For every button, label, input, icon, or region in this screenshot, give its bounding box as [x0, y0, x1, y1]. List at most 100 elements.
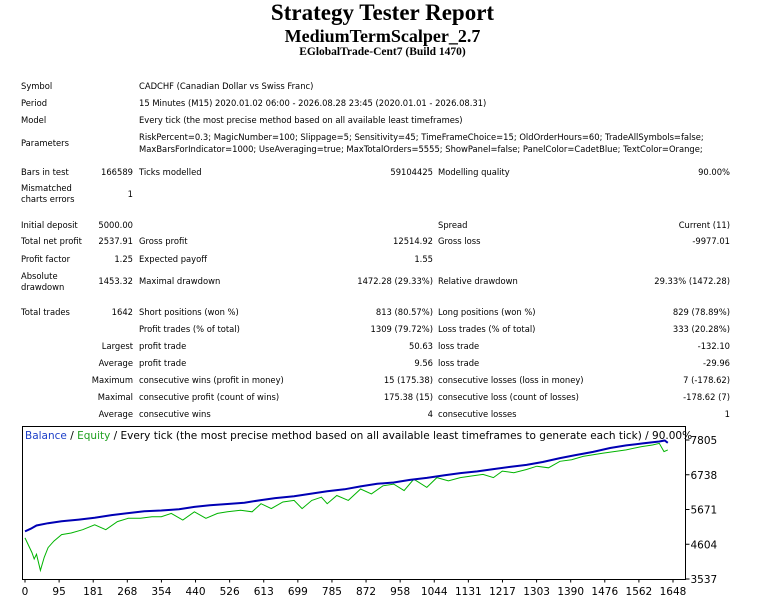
- y-tick-label: 3537: [691, 574, 718, 586]
- absolute-drawdown-value: 1453.32: [98, 276, 133, 286]
- period-label: Period: [21, 98, 48, 108]
- largest-profit-label: profit trade: [139, 341, 187, 351]
- x-tick-label: 440: [186, 586, 206, 598]
- mismatch-value: 1: [127, 189, 133, 199]
- max-consecutive-losses-value: 7 (-178.62): [683, 375, 730, 385]
- short-positions-label: Short positions (won %): [139, 307, 239, 317]
- x-tick-label: 1562: [626, 586, 653, 598]
- mismatch-label-line-2: charts errors: [21, 194, 75, 204]
- x-tick-label: 1476: [591, 586, 618, 598]
- max-consecutive-wins-label: consecutive wins (profit in money): [139, 375, 284, 385]
- symbol-label: Symbol: [21, 81, 53, 91]
- average-consecutive-losses-value: 1: [724, 409, 730, 419]
- absolute-drawdown-label-line-1: Absolute: [21, 271, 58, 281]
- long-positions-label: Long positions (won %): [438, 307, 536, 317]
- largest-loss-value: -132.10: [697, 341, 730, 351]
- balance-equity-chart: Balance / Equity / Every tick (the most …: [22, 426, 718, 598]
- quality-label: Modelling quality: [438, 167, 510, 177]
- average-profit-label: profit trade: [139, 358, 187, 368]
- x-tick-label: 1390: [557, 586, 584, 598]
- short-positions-value: 813 (80.57%): [375, 307, 433, 317]
- parameters-line-2: MaxBarsForIndicator=1000; UseAveraging=t…: [139, 144, 703, 154]
- average-consecutive-wins-value: 4: [427, 409, 433, 419]
- expert-name: MediumTermScalper_2.7: [284, 26, 481, 46]
- average-label: Average: [98, 358, 133, 368]
- spread-value: Current (11): [678, 220, 730, 230]
- model-label: Model: [21, 115, 47, 125]
- y-axis-ticks: 7805 6738 5671 4604 3537: [685, 435, 718, 586]
- y-tick-label: 4604: [691, 539, 718, 551]
- model-value: Every tick (the most precise method base…: [139, 115, 463, 125]
- x-tick-label: 95: [52, 586, 65, 598]
- mismatch-label-line-1: Mismatched: [21, 183, 72, 193]
- legend-equity: Equity: [77, 430, 110, 442]
- maximal-consecutive-loss-value: -178.62 (7): [683, 392, 730, 402]
- parameters-line-1: RiskPercent=0.3; MagicNumber=100; Slippa…: [139, 132, 704, 142]
- x-tick-label: 181: [83, 586, 103, 598]
- expected-payoff-label: Expected payoff: [139, 254, 208, 264]
- gross-loss-label: Gross loss: [438, 236, 481, 246]
- max-consecutive-wins-value: 15 (175.38): [383, 375, 433, 385]
- x-tick-label: 613: [254, 586, 274, 598]
- profit-trades-value: 1309 (79.72%): [370, 324, 433, 334]
- gross-loss-value: -9977.01: [692, 236, 730, 246]
- maximal-drawdown-value: 1472.28 (29.33%): [357, 276, 433, 286]
- equity-line: [24, 442, 669, 573]
- server-name: EGlobalTrade-Cent7 (Build 1470): [299, 46, 466, 58]
- x-tick-label: 958: [390, 586, 410, 598]
- maximum-label: Maximum: [91, 375, 133, 385]
- total-trades-value: 1642: [111, 307, 133, 317]
- initial-deposit-value: 5000.00: [98, 220, 133, 230]
- gross-profit-value: 12514.92: [393, 236, 433, 246]
- profit-factor-label: Profit factor: [21, 254, 71, 264]
- x-tick-label: 785: [322, 586, 342, 598]
- absolute-drawdown-label-line-2: drawdown: [21, 282, 65, 292]
- maximal-consecutive-loss-label: consecutive loss (count of losses): [438, 392, 579, 402]
- ticks-label: Ticks modelled: [139, 167, 202, 177]
- average-consecutive-losses-label: consecutive losses: [438, 409, 517, 419]
- chart-plot-area: [22, 426, 686, 580]
- profit-trades-label: Profit trades (% of total): [139, 324, 240, 334]
- largest-profit-value: 50.63: [409, 341, 433, 351]
- chart-legend: Balance / Equity / Every tick (the most …: [25, 430, 692, 442]
- profit-factor-value: 1.25: [114, 254, 133, 264]
- average-consecutive-label: Average: [98, 409, 133, 419]
- y-tick-label: 5671: [691, 505, 718, 517]
- maximal-drawdown-label: Maximal drawdown: [139, 276, 221, 286]
- total-trades-label: Total trades: [21, 307, 70, 317]
- symbol-value: CADCHF (Canadian Dollar vs Swiss Franc): [139, 81, 314, 91]
- x-axis-ticks: 0 95 181 268 354 440 526 613 699 785 872 958 1044 113…: [22, 579, 687, 598]
- y-tick-label: 6738: [691, 470, 718, 482]
- maximal-label: Maximal: [97, 392, 133, 402]
- loss-trades-value: 333 (20.28%): [672, 324, 730, 334]
- max-consecutive-losses-label: consecutive losses (loss in money): [438, 375, 584, 385]
- ticks-value: 59104425: [390, 167, 433, 177]
- x-tick-label: 268: [117, 586, 137, 598]
- x-tick-label: 699: [288, 586, 308, 598]
- gross-profit-label: Gross profit: [139, 236, 188, 246]
- expected-payoff-value: 1.55: [414, 254, 433, 264]
- bars-value: 166589: [101, 167, 133, 177]
- x-tick-label: 872: [356, 586, 376, 598]
- bars-label: Bars in test: [21, 167, 69, 177]
- report-title: Strategy Tester Report: [270, 0, 495, 25]
- period-value: 15 Minutes (M15) 2020.01.02 06:00 - 2026…: [139, 98, 487, 108]
- x-tick-label: 1131: [455, 586, 482, 598]
- maximal-consecutive-profit-value: 175.38 (15): [383, 392, 433, 402]
- average-profit-value: 9.56: [414, 358, 433, 368]
- legend-separator: /: [67, 430, 77, 442]
- loss-trades-label: Loss trades (% of total): [438, 324, 536, 334]
- relative-drawdown-value: 29.33% (1472.28): [654, 276, 730, 286]
- x-tick-label: 1044: [421, 586, 448, 598]
- maximal-consecutive-profit-label: consecutive profit (count of wins): [139, 392, 280, 402]
- x-tick-label: 354: [151, 586, 171, 598]
- x-tick-label: 1217: [489, 586, 516, 598]
- legend-balance: Balance: [25, 430, 67, 442]
- spread-label: Spread: [438, 220, 468, 230]
- x-tick-label: 1648: [660, 586, 687, 598]
- legend-description: / Every tick (the most precise method ba…: [110, 430, 692, 442]
- balance-line: [24, 439, 669, 533]
- largest-loss-label: loss trade: [438, 341, 480, 351]
- x-tick-label: 0: [22, 586, 28, 598]
- net-profit-label: Total net profit: [21, 236, 82, 246]
